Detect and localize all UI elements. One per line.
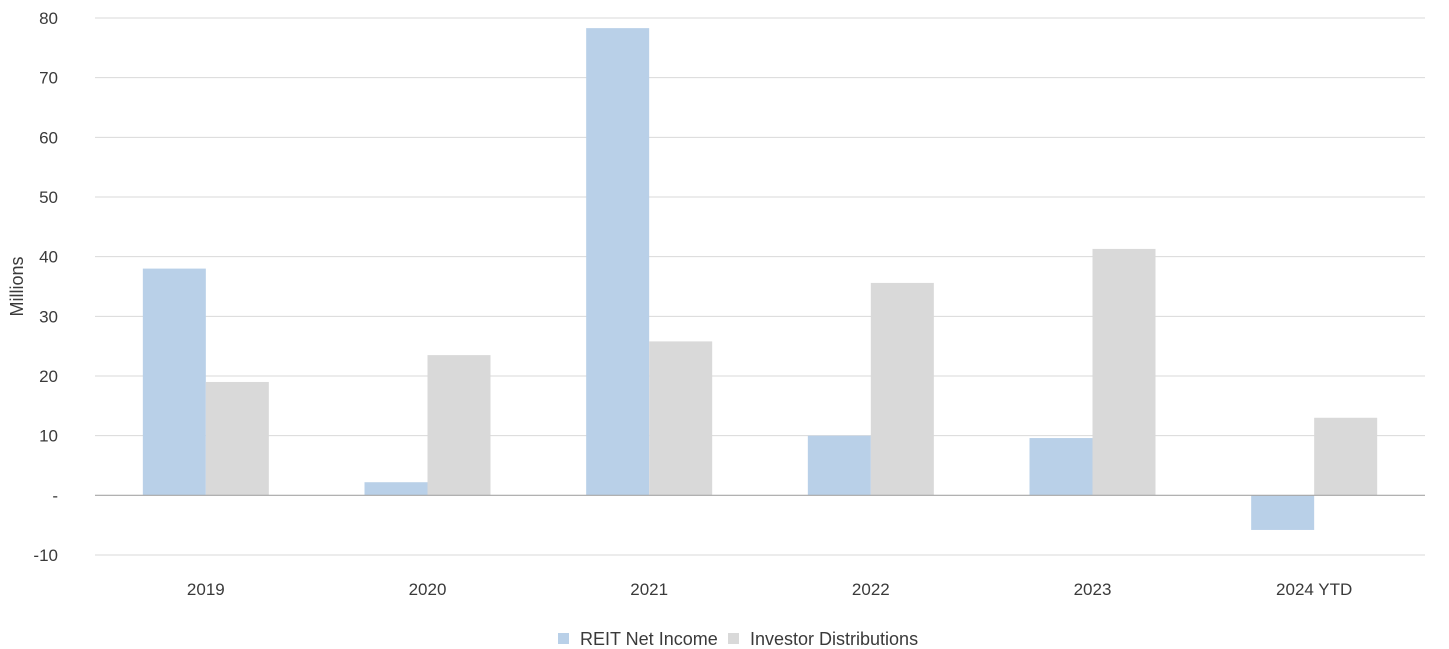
bars xyxy=(142,28,1378,530)
y-tick-label: -10 xyxy=(33,546,58,565)
bar-reit-net-income-2024-ytd xyxy=(1251,495,1315,530)
x-tick-label: 2022 xyxy=(852,580,890,599)
y-tick-label: 30 xyxy=(39,307,58,326)
y-axis-title: Millions xyxy=(7,256,27,316)
x-tick-label: 2020 xyxy=(409,580,447,599)
y-tick-label: 60 xyxy=(39,128,58,147)
bar-investor-distributions-2021 xyxy=(649,341,713,496)
legend-label: Investor Distributions xyxy=(750,629,918,649)
y-tick-label: 50 xyxy=(39,188,58,207)
bar-reit-net-income-2022 xyxy=(807,435,871,496)
x-tick-label: 2023 xyxy=(1074,580,1112,599)
bar-reit-net-income-2023 xyxy=(1029,438,1093,496)
bar-investor-distributions-2024-ytd xyxy=(1314,417,1378,496)
bar-investor-distributions-2020 xyxy=(427,355,491,496)
legend-label: REIT Net Income xyxy=(580,629,718,649)
bar-reit-net-income-2021 xyxy=(586,28,650,496)
bar-reit-net-income-2019 xyxy=(142,268,206,496)
y-tick-label: 80 xyxy=(39,9,58,28)
y-tick-label: 40 xyxy=(39,248,58,267)
bar-investor-distributions-2019 xyxy=(205,381,269,496)
x-tick-label: 2021 xyxy=(630,580,668,599)
legend: REIT Net Income Investor Distributions xyxy=(558,629,918,649)
bar-investor-distributions-2023 xyxy=(1092,248,1156,496)
gridlines xyxy=(95,17,1425,556)
x-tick-label: 2024 YTD xyxy=(1276,580,1352,599)
y-tick-label: 10 xyxy=(39,427,58,446)
legend-swatch-investor-distributions xyxy=(728,633,739,644)
y-tick-label: - xyxy=(52,486,58,505)
y-tick-label: 20 xyxy=(39,367,58,386)
bar-investor-distributions-2022 xyxy=(870,282,934,496)
x-tick-label: 2019 xyxy=(187,580,225,599)
bar-reit-net-income-2020 xyxy=(364,482,428,496)
y-tick-label: 70 xyxy=(39,69,58,88)
legend-swatch-reit-net-income xyxy=(558,633,569,644)
